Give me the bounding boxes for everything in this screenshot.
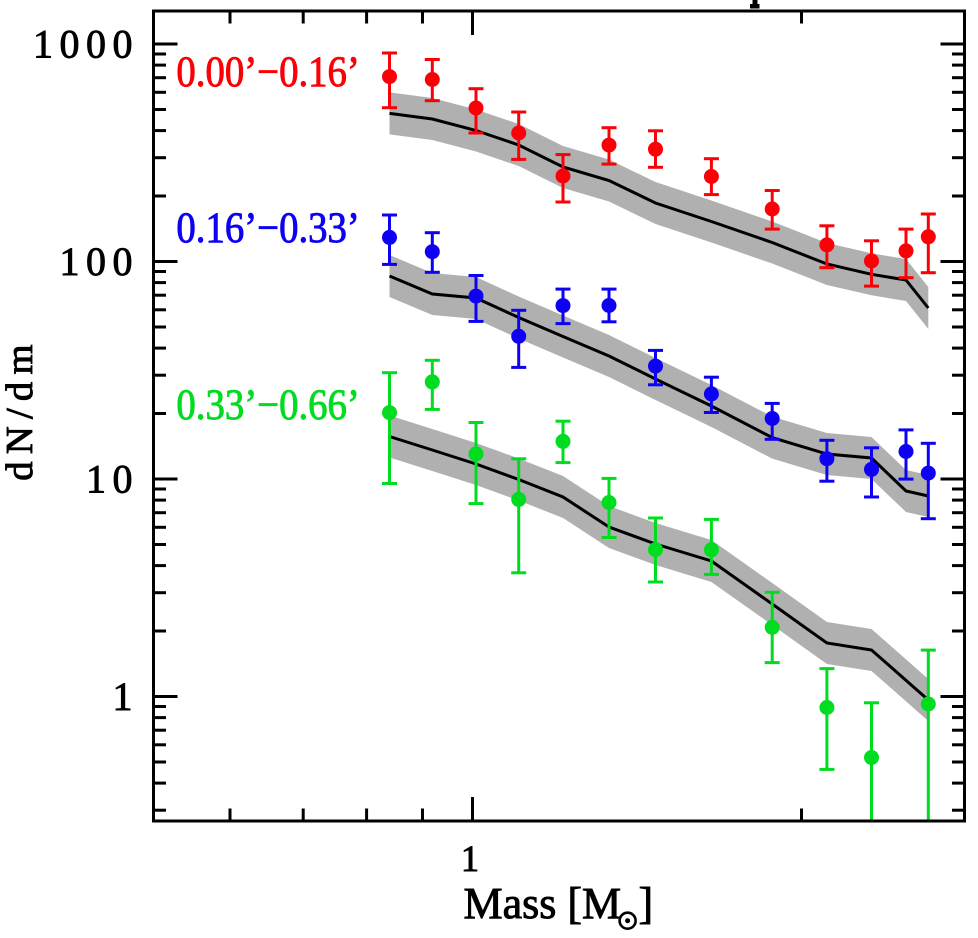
svg-text:Mass [M: Mass [M [464, 879, 622, 928]
svg-text:10: 10 [86, 457, 139, 502]
svg-text:1000: 1000 [33, 22, 139, 67]
svg-text:100: 100 [60, 239, 140, 284]
svg-text:1: 1 [461, 838, 479, 879]
svg-text:dN/dm: dN/dm [0, 337, 41, 480]
svg-text:0.33’−0.66’: 0.33’−0.66’ [176, 380, 359, 428]
svg-text:0.00’−0.16’: 0.00’−0.16’ [176, 47, 359, 95]
svg-text:1: 1 [113, 674, 133, 719]
svg-text:]: ] [639, 879, 654, 928]
svg-text:0.16’−0.33’: 0.16’−0.33’ [176, 203, 359, 251]
